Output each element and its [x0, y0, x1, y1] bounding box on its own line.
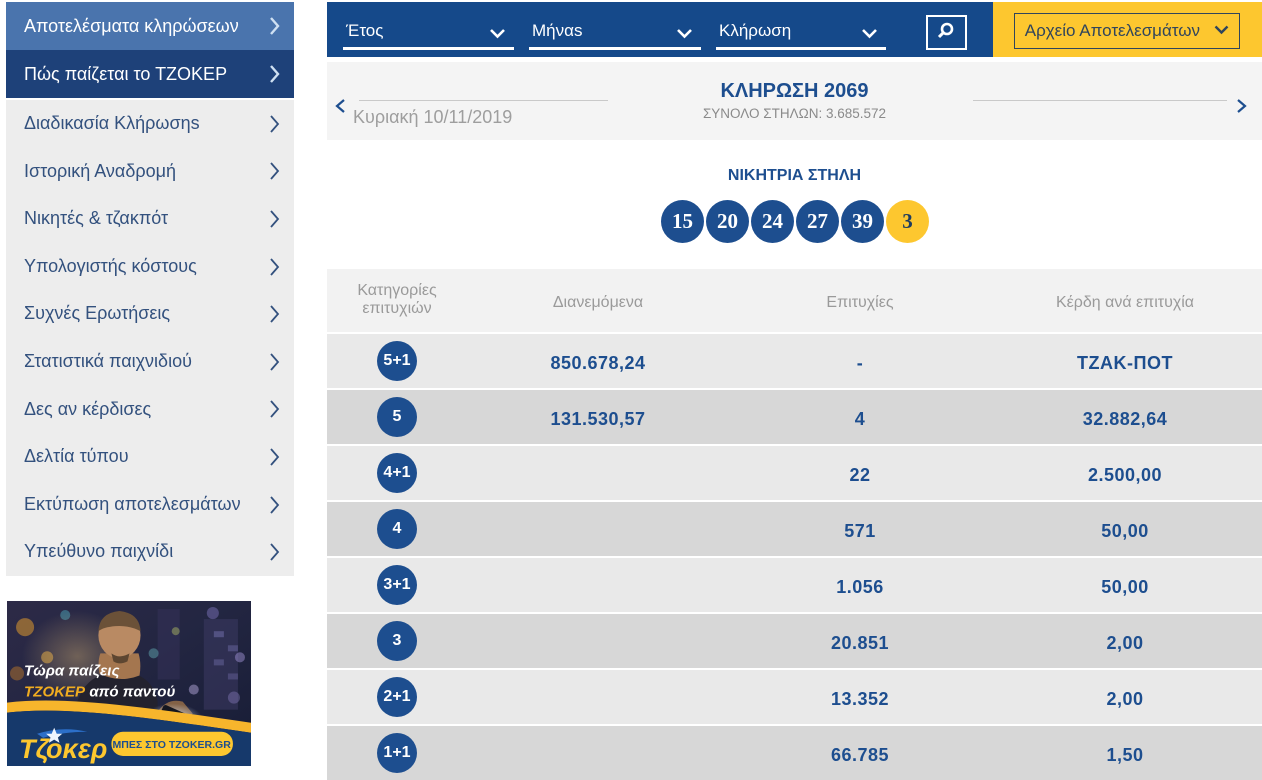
svg-text:ΤΖΟΚΕΡ: ΤΖΟΚΕΡ — [24, 684, 86, 701]
svg-text:ΜΠΕΣ ΣΤΟ TZOKER.GR: ΜΠΕΣ ΣΤΟ TZOKER.GR — [112, 739, 231, 751]
svg-text:από παντού: από παντού — [89, 684, 175, 701]
svg-text:Τζοκερ: Τζοκερ — [19, 733, 107, 764]
svg-text:Τώρα παίζεις: Τώρα παίζεις — [24, 662, 119, 679]
